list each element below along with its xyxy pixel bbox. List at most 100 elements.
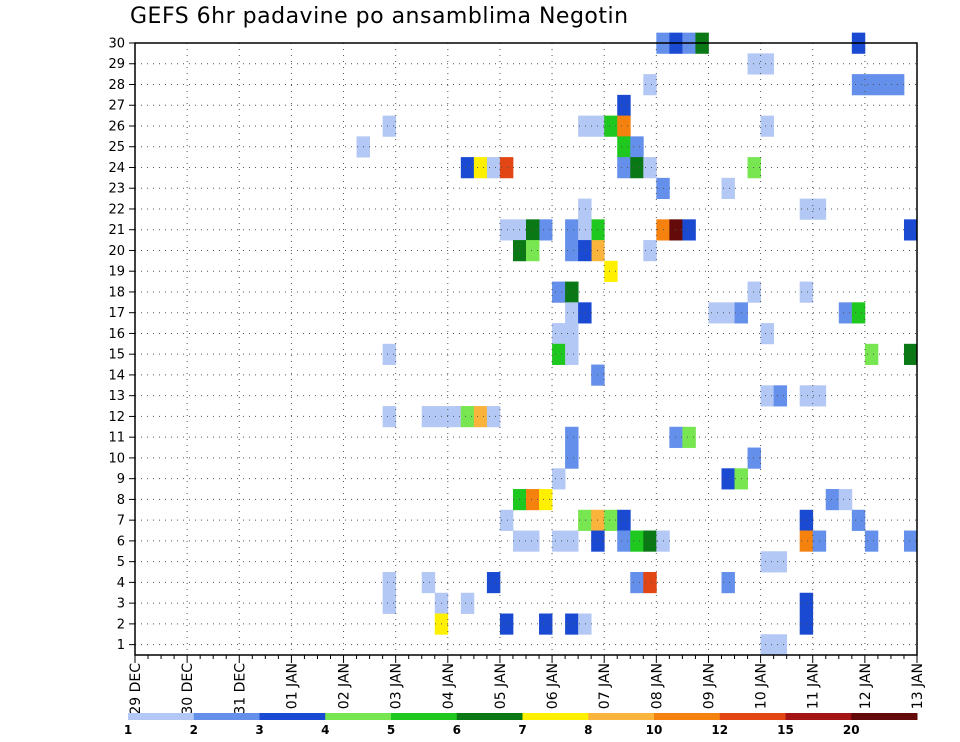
precip-cell	[617, 509, 631, 531]
precip-cell	[565, 447, 579, 469]
precip-cell	[903, 530, 918, 552]
x-tick-label: 03 JAN	[389, 663, 405, 709]
precip-cell	[526, 219, 540, 241]
precip-cell	[643, 572, 657, 594]
precip-cell	[682, 219, 696, 241]
y-tick-label: 9	[117, 472, 125, 487]
precip-cell	[565, 613, 579, 635]
y-tick-label: 11	[108, 431, 125, 446]
precip-cell	[565, 219, 579, 241]
legend-swatch	[588, 713, 655, 720]
precip-cell	[630, 157, 644, 179]
y-tick-label: 25	[108, 140, 125, 155]
legend-label: 2	[190, 723, 198, 737]
precip-cell	[747, 53, 761, 75]
precip-cell	[565, 240, 579, 262]
precip-cell	[382, 406, 397, 428]
precip-cell	[799, 509, 814, 531]
precip-cell	[552, 530, 566, 552]
precip-cell	[565, 281, 579, 303]
precip-cell	[851, 302, 866, 324]
grid-layer	[135, 42, 917, 655]
precip-cell	[838, 302, 853, 324]
precip-cell	[460, 157, 475, 179]
precip-cell	[539, 219, 553, 241]
y-tick-label: 30	[108, 37, 125, 52]
precip-cell	[903, 219, 918, 241]
x-tick-label: 10 JAN	[754, 663, 770, 709]
precip-cell	[747, 447, 761, 469]
precip-cell	[851, 509, 866, 531]
precip-cell	[565, 302, 579, 324]
precip-cell	[578, 115, 592, 137]
y-tick-label: 29	[108, 57, 125, 72]
precip-cell	[760, 551, 775, 573]
precip-cell	[877, 74, 892, 96]
legend-label: 1	[124, 723, 132, 737]
legend-label: 3	[255, 723, 263, 737]
x-axis: 29 DEC 30 DEC 31 DEC 01 JAN 02 JAN 03 JAN 04 J…	[128, 655, 926, 715]
legend-swatch	[325, 713, 392, 720]
legend-label: 7	[518, 723, 526, 737]
precip-cell	[526, 489, 540, 511]
y-tick-label: 22	[108, 202, 125, 217]
precip-cell	[669, 219, 683, 241]
precip-cell	[617, 157, 631, 179]
y-tick-label: 19	[108, 265, 125, 280]
precip-cell	[760, 53, 775, 75]
y-axis: 1234567891011121314151617181920212223242…	[108, 37, 135, 653]
precip-cell	[499, 219, 514, 241]
y-tick-label: 17	[108, 306, 125, 321]
precip-cell	[721, 468, 735, 490]
precip-cell	[617, 530, 631, 552]
precip-cell	[552, 343, 566, 365]
precip-cell	[864, 343, 879, 365]
precip-cell	[864, 530, 879, 552]
precip-cell	[617, 115, 631, 137]
x-tick-label: 29 DEC	[128, 663, 144, 715]
y-tick-label: 24	[108, 161, 125, 176]
precip-cell	[604, 260, 618, 282]
y-tick-label: 15	[108, 348, 125, 363]
precip-cell	[565, 530, 579, 552]
legend-swatch	[851, 713, 918, 720]
precip-cell	[903, 343, 918, 365]
precip-cell	[499, 613, 514, 635]
x-tick-label: 31 DEC	[232, 663, 248, 715]
x-tick-label: 07 JAN	[597, 663, 613, 709]
legend-swatch	[391, 713, 458, 720]
legend-swatch	[654, 713, 721, 720]
x-tick-label: 02 JAN	[337, 663, 353, 709]
precip-cell	[421, 406, 436, 428]
precip-cell	[643, 157, 657, 179]
precip-cell	[382, 592, 397, 614]
precip-cell	[747, 157, 761, 179]
x-tick-label: 13 JAN	[910, 663, 926, 709]
precip-cell	[473, 406, 488, 428]
legend-label: 5	[387, 723, 395, 737]
y-tick-label: 26	[108, 119, 125, 134]
precip-cell	[799, 198, 814, 220]
precip-cell	[630, 572, 644, 594]
y-tick-label: 16	[108, 327, 125, 342]
precip-cell	[643, 74, 657, 96]
precip-cell	[578, 219, 592, 241]
legend-swatch	[522, 713, 589, 720]
precip-cell	[630, 136, 644, 158]
legend-swatch	[785, 713, 852, 720]
precip-cell	[526, 530, 540, 552]
precip-cell	[578, 240, 592, 262]
precip-cell	[708, 302, 722, 324]
precip-cell	[526, 240, 540, 262]
precip-cell	[617, 94, 631, 117]
x-tick-label: 05 JAN	[493, 663, 509, 709]
precip-cell	[565, 426, 579, 448]
precip-cell	[552, 468, 566, 490]
x-tick-label: 09 JAN	[701, 663, 717, 709]
precip-cell	[604, 115, 618, 137]
x-tick-label: 11 JAN	[806, 663, 822, 709]
precip-cell	[721, 302, 735, 324]
legend-label: 12	[711, 723, 728, 737]
x-tick-label: 01 JAN	[284, 663, 300, 709]
